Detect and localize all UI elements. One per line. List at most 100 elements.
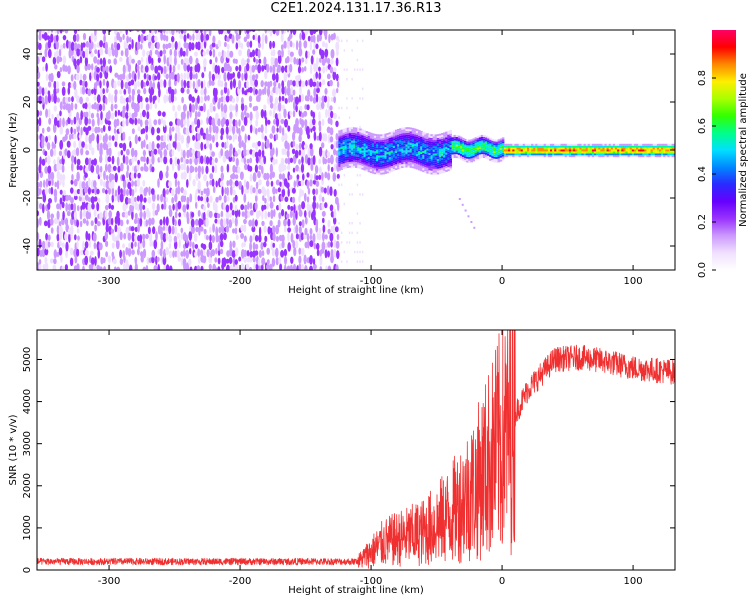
spectrogram-cell [144, 166, 149, 172]
spectrogram-cell [321, 118, 325, 126]
spectrogram-cell [367, 162, 371, 165]
spectrogram-cell [499, 138, 503, 141]
spectrogram-cell [575, 149, 578, 152]
spectrogram-cell [149, 232, 153, 243]
spectrogram-cell [371, 146, 375, 149]
spectrogram-cell [373, 145, 377, 148]
spectrogram-cell [289, 157, 294, 163]
spectrogram-cell [443, 134, 446, 137]
spectrogram-cell [390, 143, 394, 145]
spectrogram-cell [434, 161, 438, 164]
spectrogram-cell [376, 134, 379, 137]
spectrogram-cell [361, 152, 364, 155]
spectrogram-cell [139, 217, 143, 227]
spectrogram-cell [191, 42, 195, 51]
spectrogram-cell [487, 155, 490, 158]
spectrogram-cell [261, 210, 264, 220]
spectrogram-cell [499, 159, 503, 162]
spectrogram-cell [238, 180, 242, 190]
spectrogram-cell [350, 150, 354, 153]
spectrogram-cell [131, 232, 135, 243]
spectrogram-cell [443, 163, 446, 165]
spectrogram-cell [621, 143, 624, 146]
spectrogram-cell [602, 153, 605, 156]
spectrogram-cell [70, 82, 74, 88]
spectrogram-cell [348, 135, 352, 137]
spectrogram-cell [392, 147, 396, 150]
spectrogram-cell [98, 103, 103, 112]
spectrogram-cell [96, 133, 100, 144]
spectrogram-cell [430, 170, 434, 173]
spectrogram-cell [430, 147, 434, 150]
spectrogram-cell [516, 143, 520, 146]
spectrogram-cell [350, 142, 354, 145]
spectrogram-cell [438, 147, 442, 150]
spectrogram-cell [384, 135, 387, 138]
spectrogram-cell [309, 228, 313, 235]
spectrogram-cell [441, 146, 444, 149]
spectrogram-cell [192, 30, 197, 34]
spectrogram-cell [148, 211, 151, 219]
spectrogram-cell [209, 59, 212, 65]
spectrogram-cell [257, 30, 261, 32]
spectrogram-cell [420, 130, 423, 133]
spectrogram-cell [84, 48, 89, 58]
spectrogram-cell [430, 157, 434, 160]
spectrogram-cell [453, 146, 457, 149]
spectrogram-cell [276, 205, 280, 211]
spectrogram-cell [369, 142, 373, 145]
spectrogram-cell [333, 163, 338, 171]
spectrogram-cell [134, 233, 137, 242]
spectrogram-cell [357, 147, 360, 150]
spectrogram-cell [277, 219, 281, 228]
spectrogram-cell [562, 143, 566, 146]
spectrogram-cell [397, 155, 400, 158]
spectrogram-cell [301, 67, 305, 73]
spectrogram-cell [312, 208, 316, 218]
spectrogram-cell [272, 109, 276, 119]
spectrogram-cell [128, 54, 132, 65]
spectrogram-cell [596, 153, 599, 156]
spectrogram-cell [340, 141, 343, 143]
spectrogram-cell [594, 149, 597, 152]
spectrogram-cell [338, 136, 341, 139]
spectrogram-cell [355, 150, 358, 153]
spectrogram-cell [237, 166, 241, 174]
spectrogram-cell [390, 135, 394, 138]
spectrogram-cell [520, 149, 524, 152]
spectrogram-cell [323, 95, 328, 103]
spectrogram-cell [321, 202, 325, 211]
spectrogram-cell [514, 155, 517, 158]
spectrogram-cell [108, 135, 112, 141]
spectrogram-cell [234, 259, 238, 265]
spectrogram-cell [441, 156, 444, 159]
spectrogram-cell [482, 148, 486, 151]
spectrogram-cell [392, 157, 396, 160]
spectrogram-cell [134, 149, 138, 158]
spectrogram-cell [524, 155, 528, 158]
spectrogram-cell [54, 181, 58, 188]
spectrogram-cell [434, 172, 438, 175]
spectrogram-cell [297, 65, 302, 74]
spectrogram-cell [126, 189, 129, 196]
spectrogram-cell [543, 151, 547, 154]
spectrogram-cell [522, 151, 526, 154]
spectrogram-cell [217, 65, 220, 75]
spectrogram-cell [335, 120, 339, 128]
spectrogram-cell [591, 151, 595, 154]
spectrogram-cell [424, 163, 427, 166]
spectrogram-cell [359, 142, 362, 144]
spectrogram-cell [476, 151, 480, 154]
spectrogram-cell [495, 143, 499, 146]
spectrogram-cell [652, 155, 656, 158]
spectrogram-cell [361, 162, 364, 164]
spectrogram-cell [382, 157, 385, 159]
spectrogram-cell [266, 188, 270, 197]
spectrogram-cell [356, 183, 359, 187]
spectrogram-cell [171, 149, 175, 156]
spectrogram-cell [235, 103, 239, 113]
spectrogram-cell [344, 157, 348, 159]
spectrogram-cell [367, 143, 371, 146]
spectrogram-cell [271, 125, 276, 134]
spectrogram-cell [378, 157, 381, 160]
